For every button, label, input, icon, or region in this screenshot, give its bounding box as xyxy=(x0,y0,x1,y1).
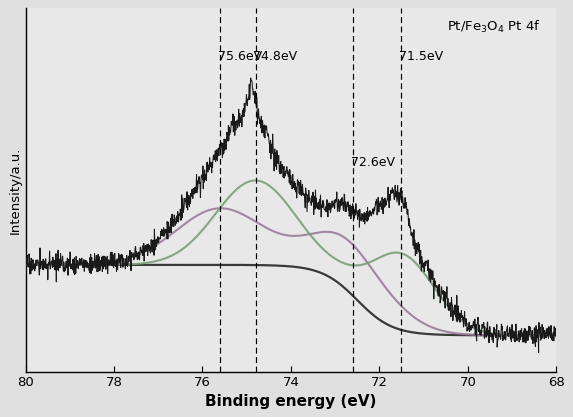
Text: 74.8eV: 74.8eV xyxy=(253,50,297,63)
Text: 72.6eV: 72.6eV xyxy=(351,156,395,169)
X-axis label: Binding energy (eV): Binding energy (eV) xyxy=(205,394,376,409)
Text: 71.5eV: 71.5eV xyxy=(399,50,444,63)
Text: Pt/Fe$_3$O$_4$ Pt 4f: Pt/Fe$_3$O$_4$ Pt 4f xyxy=(447,19,540,35)
Y-axis label: Intensity/a.u.: Intensity/a.u. xyxy=(9,146,21,234)
Text: 75.6eV: 75.6eV xyxy=(218,50,262,63)
